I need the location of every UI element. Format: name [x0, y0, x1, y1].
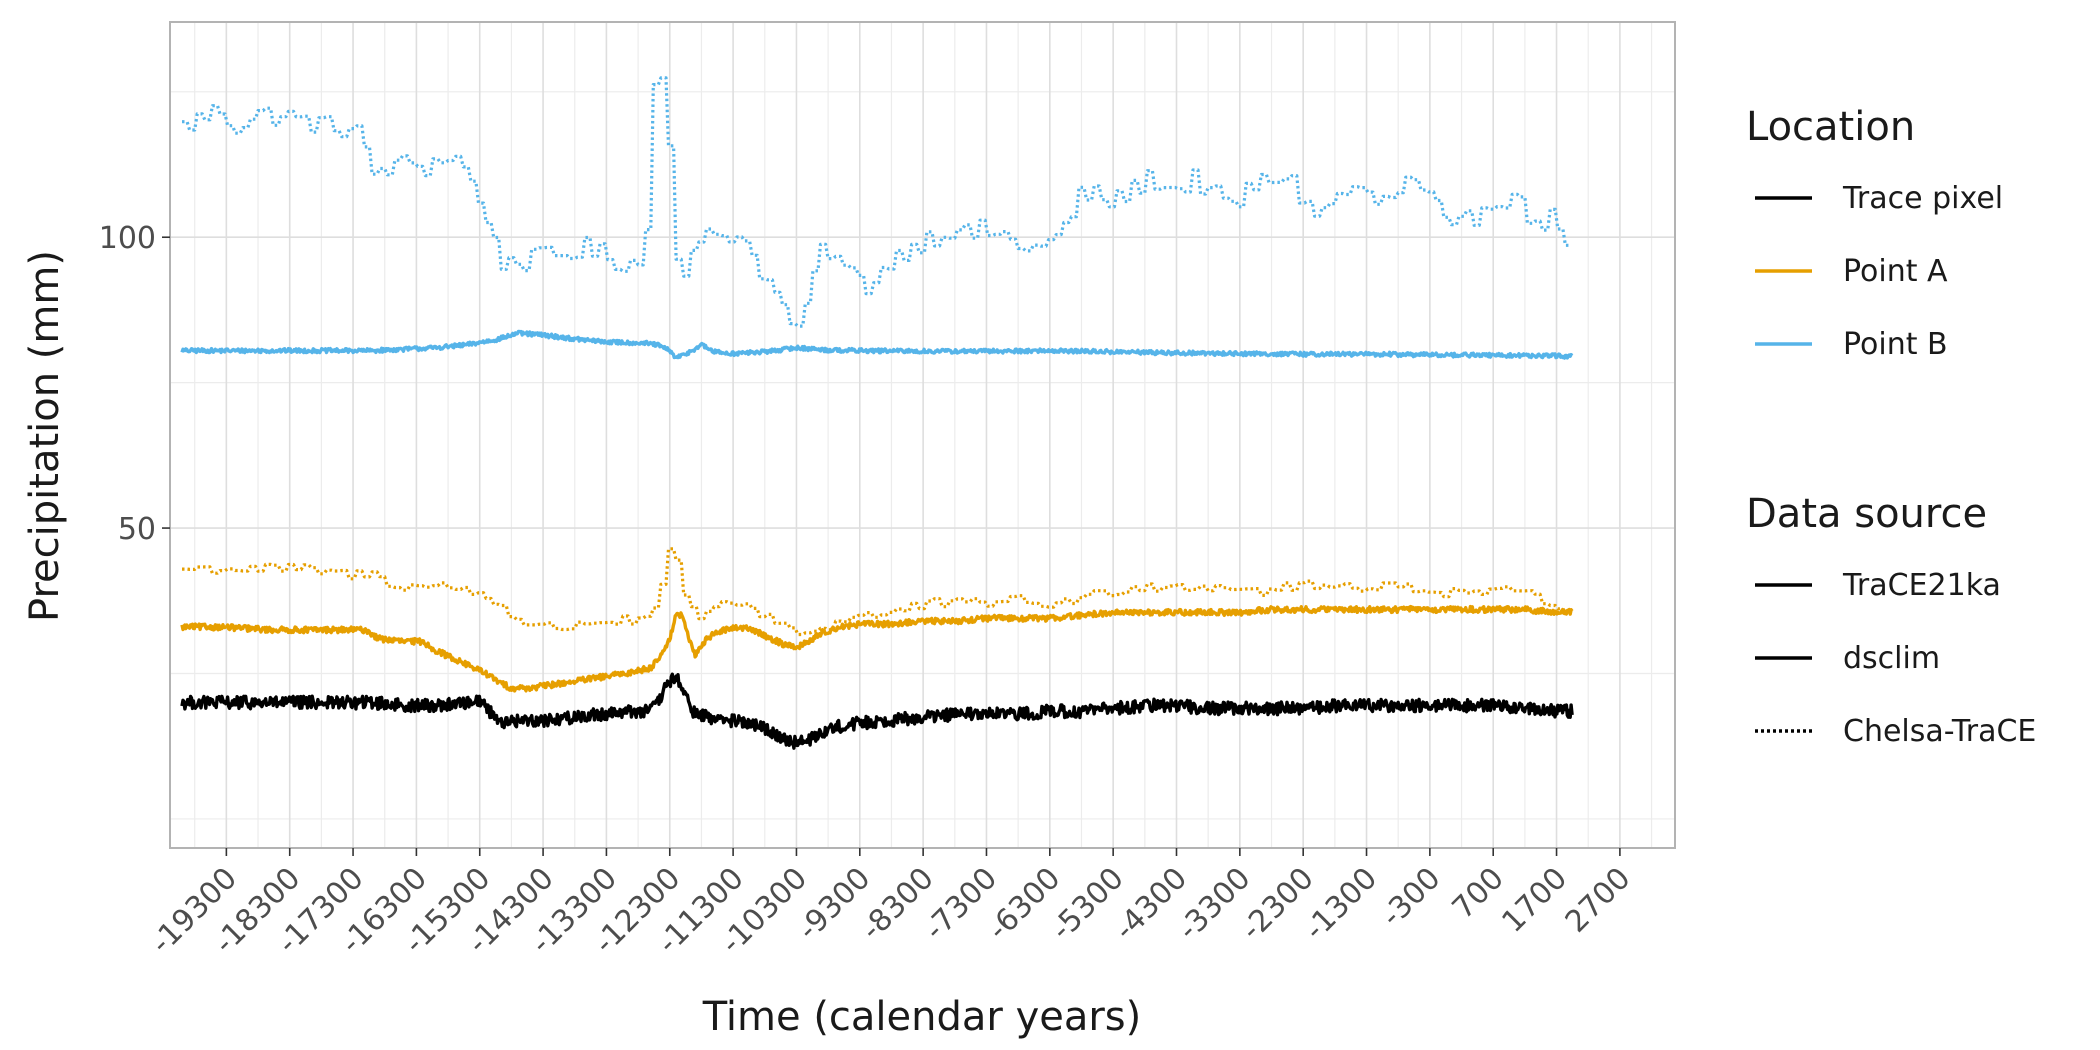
- y-axis-title: Precipitation (mm): [22, 250, 68, 622]
- legend-label: Trace pixel: [1842, 181, 2003, 216]
- series-line-point-a-trace21ka: [180, 604, 1574, 693]
- legend-label: Point B: [1843, 327, 1948, 362]
- series-line-trace-pixel-trace21ka: [180, 672, 1574, 750]
- series-line-point-a-chelsa-trace: [182, 547, 1571, 637]
- x-axis-title: Time (calendar years): [702, 994, 1142, 1040]
- legend-title: Data source: [1746, 491, 1987, 537]
- series-line-point-b-trace21ka: [180, 329, 1574, 360]
- legend-title: Location: [1746, 104, 1915, 150]
- y-tick-label: 100: [99, 221, 156, 256]
- y-axis-ticks: 50 100: [99, 221, 170, 547]
- series-line-point-b-chelsa-trace: [182, 76, 1571, 328]
- legend-label: dsclim: [1843, 641, 1940, 676]
- y-tick-label: 50: [118, 512, 156, 547]
- legend-label: Chelsa-TraCE: [1843, 714, 2036, 749]
- series-layer: [180, 76, 1574, 750]
- legend-label: Point A: [1843, 254, 1948, 289]
- legend: Location Trace pixel Point A Point B Data so…: [1746, 104, 2036, 749]
- legend-label: TraCE21ka: [1842, 568, 2001, 603]
